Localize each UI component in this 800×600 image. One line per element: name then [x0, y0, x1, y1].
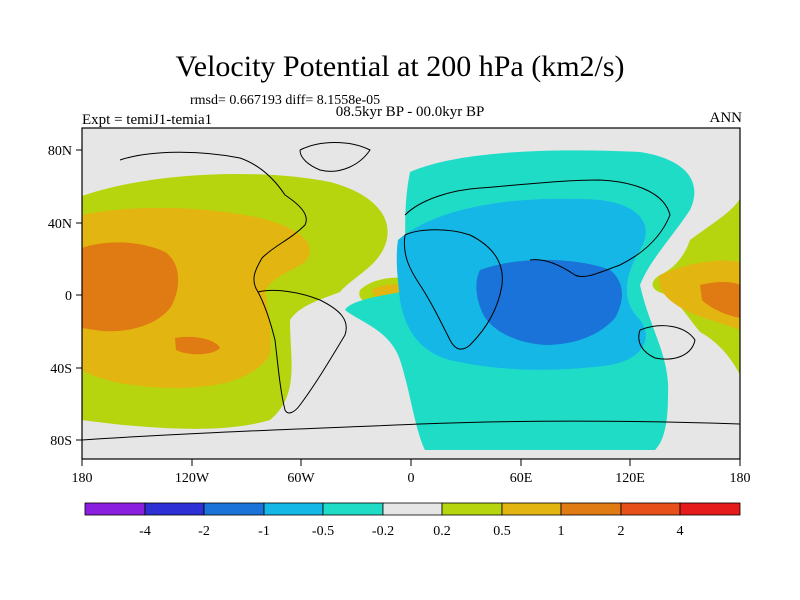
coast-africa	[403, 229, 503, 350]
coast-australia	[638, 325, 696, 360]
contour-positive-strong	[82, 242, 179, 332]
map-panel	[81, 127, 741, 460]
colorbar-box	[322, 502, 384, 516]
period-label: 08.5kyr BP - 00.0kyr BP	[335, 104, 485, 120]
contour-positive-strong	[175, 336, 220, 355]
lon-tick-label: 60E	[510, 471, 533, 486]
colorbar-box	[679, 502, 741, 516]
map-title: Velocity Potential at 200 hPa (km2/s)	[175, 50, 625, 83]
contour-fill	[82, 150, 740, 450]
colorbar-label: 4	[677, 524, 684, 539]
colorbar-box	[263, 502, 324, 516]
colorbar-label: -2	[198, 524, 210, 539]
contour-positive-strong	[700, 281, 740, 318]
colorbar-label: -4	[139, 524, 151, 539]
experiment-label: Expt = temiJ1-temia1	[82, 112, 213, 128]
latitude-axis: 80N 40N 0 40S 80S	[48, 144, 82, 449]
colorbar-box	[84, 502, 146, 516]
colorbar-label: 1	[558, 524, 565, 539]
colorbar-box	[203, 502, 265, 516]
lat-tick-label: 80S	[50, 434, 72, 449]
coast-eurasia	[404, 179, 671, 278]
coast-north-america	[119, 151, 307, 293]
colorbar-label: -0.5	[312, 524, 334, 539]
contour-positive-moderate	[659, 260, 740, 330]
colorbar-box	[144, 502, 205, 516]
lon-tick-label: 0	[408, 471, 415, 486]
lon-tick-label: 120W	[175, 471, 210, 486]
colorbar-label: -1	[258, 524, 270, 539]
colorbar-box	[441, 502, 503, 516]
colorbar-label: 2	[618, 524, 625, 539]
lon-tick-label: 180	[72, 471, 93, 486]
colorbar: -4 -2 -1 -0.5 -0.2 0.2 0.5 1 2 4	[84, 502, 741, 539]
contour-negative-strong	[476, 259, 622, 345]
lat-tick-label: 80N	[48, 144, 72, 159]
colorbar-label: 0.2	[433, 524, 451, 539]
colorbar-box	[501, 502, 562, 516]
season-label: ANN	[709, 110, 743, 126]
colorbar-box	[620, 502, 681, 516]
lat-tick-label: 0	[65, 289, 72, 304]
coast-antarctica	[82, 420, 740, 441]
longitude-axis: 180 120W 60W 0 60E 120E 180	[72, 459, 751, 486]
colorbar-box	[382, 502, 443, 516]
lat-tick-label: 40N	[48, 217, 72, 232]
lon-tick-label: 60W	[287, 471, 315, 486]
colorbar-label: -0.2	[372, 524, 394, 539]
colorbar-label: 0.5	[493, 524, 511, 539]
lon-tick-label: 120E	[615, 471, 645, 486]
coast-south-america	[257, 289, 347, 414]
coast-greenland	[299, 142, 371, 172]
lon-tick-label: 180	[730, 471, 751, 486]
lat-tick-label: 40S	[50, 362, 72, 377]
colorbar-box	[560, 502, 622, 516]
stats-line: rmsd= 0.667193 diff= 8.1558e-05	[190, 93, 381, 108]
coastlines	[82, 142, 740, 441]
